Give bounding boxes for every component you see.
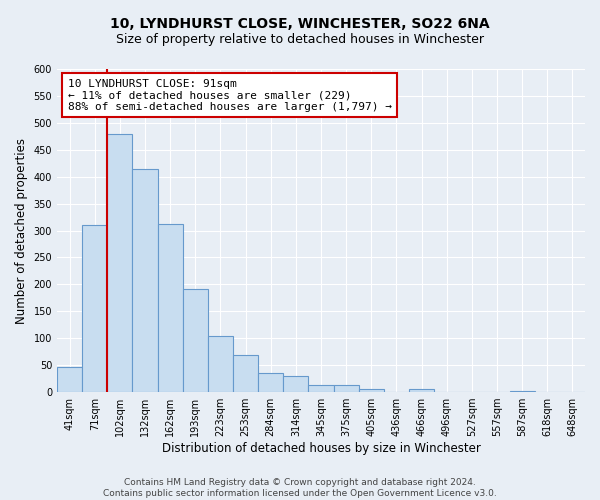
Bar <box>509 391 535 392</box>
Bar <box>133 168 158 392</box>
Text: Contains HM Land Registry data © Crown copyright and database right 2024.
Contai: Contains HM Land Registry data © Crown c… <box>103 478 497 498</box>
Bar <box>359 390 384 392</box>
Bar <box>283 376 308 392</box>
Bar <box>334 384 359 392</box>
Bar <box>208 336 233 392</box>
Bar <box>183 289 208 392</box>
Bar <box>409 390 434 392</box>
Bar <box>158 224 183 392</box>
Text: 10 LYNDHURST CLOSE: 91sqm
← 11% of detached houses are smaller (229)
88% of semi: 10 LYNDHURST CLOSE: 91sqm ← 11% of detac… <box>68 78 392 112</box>
Bar <box>233 355 258 392</box>
X-axis label: Distribution of detached houses by size in Winchester: Distribution of detached houses by size … <box>161 442 481 455</box>
Bar <box>107 134 133 392</box>
Text: 10, LYNDHURST CLOSE, WINCHESTER, SO22 6NA: 10, LYNDHURST CLOSE, WINCHESTER, SO22 6N… <box>110 18 490 32</box>
Bar <box>82 224 107 392</box>
Y-axis label: Number of detached properties: Number of detached properties <box>15 138 28 324</box>
Bar <box>258 373 283 392</box>
Text: Size of property relative to detached houses in Winchester: Size of property relative to detached ho… <box>116 32 484 46</box>
Bar <box>57 367 82 392</box>
Bar <box>308 384 334 392</box>
